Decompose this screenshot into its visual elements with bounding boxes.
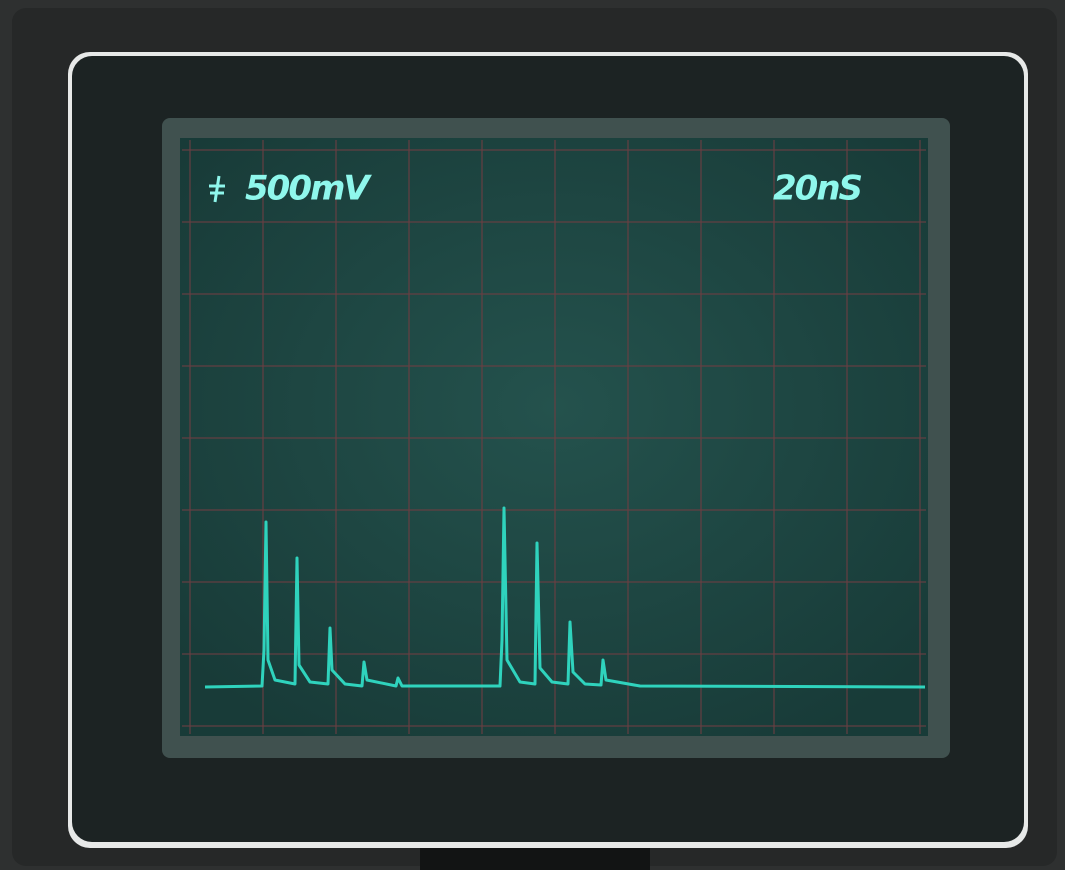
stand (420, 848, 650, 870)
page: Oscilloscope screen {"screen": {"channel… (0, 0, 1065, 870)
body: 500mV 20nS (() => { const data = JSON.pa… (0, 0, 1065, 870)
oscilloscope-photo: 500mV 20nS (0, 0, 1065, 870)
channel-scale: 500mV (245, 169, 372, 209)
screen-area (180, 138, 928, 736)
timebase: 20nS (773, 169, 862, 209)
